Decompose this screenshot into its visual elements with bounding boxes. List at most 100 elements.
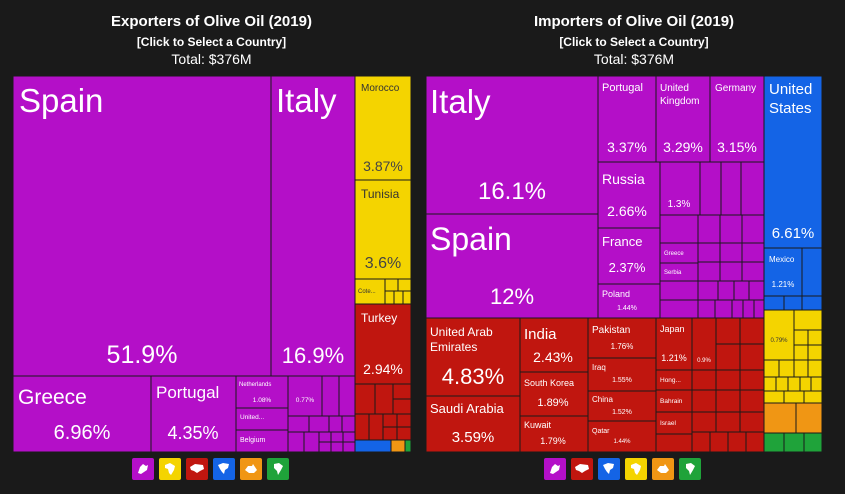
south-america-icon[interactable]: [679, 458, 701, 480]
treemap-tile-poland[interactable]: Poland 1.44%: [597, 283, 661, 319]
treemap-tile-bahrain[interactable]: Bahrain: [655, 389, 693, 413]
tile-name-line-2: Kingdom: [660, 96, 699, 107]
treemap-tile-cote-divoire[interactable]: Cote...: [354, 278, 386, 305]
tile-value: 6.61%: [772, 225, 815, 242]
importers-subtitle[interactable]: [Click to Select a Country]: [559, 35, 709, 49]
tile-name: Spain: [19, 82, 103, 119]
treemap-tile-tunisia[interactable]: Tunisia 3.6%: [354, 179, 411, 280]
tile-name: Mexico: [769, 255, 795, 264]
tile-name: United...: [240, 414, 264, 421]
treemap-tile-serbia[interactable]: Serbia: [659, 262, 699, 282]
treemap-small-europe-tiles: [287, 375, 356, 452]
treemap-tile-india[interactable]: India 2.43%: [519, 317, 589, 373]
europe-icon[interactable]: [544, 458, 566, 480]
tile-name: Bahrain: [660, 398, 683, 405]
treemap-tile-hong-kong[interactable]: Hong...: [655, 369, 693, 391]
treemap-tile-italy[interactable]: Italy 16.1%: [426, 76, 599, 215]
treemap-tile-south-korea[interactable]: South Korea 1.89%: [519, 371, 589, 417]
importers-total: Total: $376M: [593, 51, 675, 67]
tile-value: 2.94%: [363, 361, 403, 377]
treemap-tile-italy[interactable]: Italy 16.9%: [270, 76, 356, 377]
treemap-tile-spain[interactable]: Spain 51.9%: [13, 76, 272, 377]
treemap-tile-1.3[interactable]: 1.3%: [659, 161, 701, 216]
treemap-tile-greece[interactable]: Greece 6.96%: [13, 375, 152, 452]
tile-name: Saudi Arabia: [430, 401, 504, 416]
tile-name: Hong...: [660, 377, 681, 384]
treemap-tile-united-arab-emirates[interactable]: United Arab Emirates 4.83%: [426, 317, 521, 397]
tile-value: 0.9%: [697, 358, 711, 364]
tile-name: United States: [769, 81, 817, 117]
tile-value: 12%: [490, 284, 534, 309]
importers-treemap: Italy 16.1% Spain 12% Portugal 3.37% Uni…: [426, 76, 822, 452]
tile-value: 6.96%: [54, 422, 111, 444]
tile-name: United Kingdom: [660, 83, 699, 107]
tile-value: 16.9%: [282, 343, 344, 368]
treemap-tile-greece[interactable]: Greece: [659, 242, 699, 264]
tile-value: 3.37%: [607, 139, 647, 155]
treemap-tile-qatar[interactable]: Qatar 1.44%: [587, 420, 657, 452]
tile-name: Kuwait: [524, 420, 552, 430]
treemap-tile-iraq[interactable]: Iraq 1.55%: [587, 357, 657, 392]
treemap-tile-kuwait[interactable]: Kuwait 1.79%: [519, 415, 589, 452]
treemap-tile-pakistan[interactable]: Pakistan 1.76%: [587, 317, 657, 359]
exporters-total: Total: $376M: [171, 51, 252, 67]
asia-icon[interactable]: [186, 458, 208, 480]
treemap-tile-portugal[interactable]: Portugal 4.35%: [150, 375, 237, 452]
treemap-small-africa-tiles: [384, 278, 411, 305]
tile-value: 1.79%: [540, 436, 566, 446]
treemap-tile-china[interactable]: China 1.52%: [587, 390, 657, 422]
tile-name: United Arab Emirates: [430, 325, 496, 354]
tile-value: 1.89%: [537, 397, 568, 409]
tile-name: Iraq: [592, 363, 606, 372]
tile-name: Greece: [18, 386, 87, 409]
africa-icon[interactable]: [625, 458, 647, 480]
treemap-tile-portugal[interactable]: Portugal 3.37%: [597, 76, 657, 163]
north-america-icon[interactable]: [213, 458, 235, 480]
treemap-small-asia-tiles: [354, 383, 411, 452]
tile-name: Belgium: [240, 437, 265, 444]
treemap-tile-belgium[interactable]: Belgium: [235, 429, 289, 452]
europe-icon[interactable]: [132, 458, 154, 480]
tile-name-line-2: States: [769, 100, 812, 117]
asia-icon[interactable]: [571, 458, 593, 480]
treemap-tile-japan[interactable]: Japan 1.21%: [655, 317, 693, 371]
exporters-subtitle[interactable]: [Click to Select a Country]: [136, 35, 287, 49]
tile-value: 51.9%: [107, 341, 178, 369]
tile-value: 2.43%: [533, 349, 573, 365]
tile-value: 1.76%: [611, 342, 634, 351]
treemap-tile-netherlands[interactable]: Netherlands 1.08%: [235, 375, 289, 409]
tile-value: 1.21%: [661, 353, 687, 363]
oceania-icon[interactable]: [652, 458, 674, 480]
treemap-tile-united-states[interactable]: United States 6.61%: [763, 76, 822, 249]
tile-name: Serbia: [664, 270, 682, 276]
treemap-tile-0.79[interactable]: 0.79%: [763, 309, 795, 361]
treemap-tile-spain[interactable]: Spain 12%: [426, 213, 599, 319]
tile-value: 1.52%: [612, 409, 632, 416]
treemap-tile-russia[interactable]: Russia 2.66%: [597, 161, 661, 229]
south-america-icon[interactable]: [267, 458, 289, 480]
treemap-tile-united-kingdom[interactable]: United...: [235, 407, 289, 431]
treemap-tile-israel[interactable]: Israel: [655, 411, 693, 435]
treemap-tile-mexico[interactable]: Mexico 1.21%: [763, 247, 803, 297]
tile-value: 16.1%: [478, 178, 546, 205]
treemap-tile-france[interactable]: France 2.37%: [597, 227, 661, 285]
tile-value: 4.35%: [167, 423, 218, 443]
tile-name: Italy: [430, 83, 491, 120]
treemap-tile-saudi-arabia[interactable]: Saudi Arabia 3.59%: [426, 395, 521, 452]
tile-value: 0.77%: [296, 397, 315, 404]
tile-name-line-1: United Arab: [430, 325, 493, 339]
north-america-icon[interactable]: [598, 458, 620, 480]
oceania-icon[interactable]: [240, 458, 262, 480]
tile-name: France: [602, 234, 642, 249]
africa-icon[interactable]: [159, 458, 181, 480]
treemap-tile-morocco[interactable]: Morocco 3.87%: [354, 76, 411, 181]
treemap-tile-0.9[interactable]: 0.9%: [691, 317, 717, 371]
tile-name: Italy: [276, 82, 337, 119]
treemap-tile-united-kingdom[interactable]: United Kingdom 3.29%: [655, 76, 711, 163]
treemap-tile-turkey[interactable]: Turkey 2.94%: [354, 303, 411, 385]
treemap-tile-0.77[interactable]: 0.77%: [287, 375, 323, 417]
tile-name: Japan: [660, 324, 685, 334]
tile-value: 1.08%: [253, 397, 272, 404]
treemap-tile-germany[interactable]: Germany 3.15%: [709, 76, 765, 163]
tile-name: Poland: [602, 289, 630, 299]
